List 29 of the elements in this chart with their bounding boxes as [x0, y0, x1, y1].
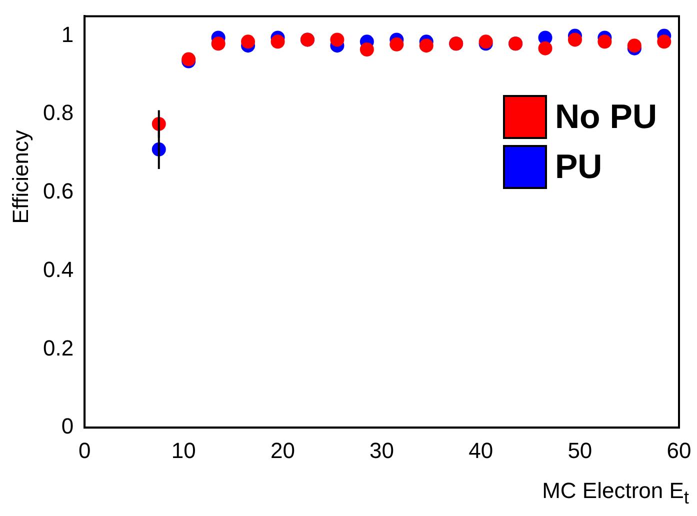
point	[568, 32, 582, 47]
x-tick-label: 30	[370, 438, 394, 463]
y-tick-label: 0.8	[42, 100, 74, 126]
y-tick-label: 0.6	[42, 178, 74, 204]
x-tick-label: 40	[468, 438, 494, 463]
y-axis-title: Efficiency	[8, 130, 34, 224]
x-tick-label: 60	[666, 438, 692, 463]
point	[627, 38, 642, 53]
point	[211, 36, 226, 51]
point	[657, 34, 672, 49]
y-tick-label: 1	[61, 22, 74, 47]
x-tick-label: 20	[270, 438, 295, 463]
legend-label: PU	[555, 148, 602, 186]
point	[390, 37, 404, 52]
point	[598, 34, 612, 49]
x-tick-label: 10	[171, 438, 196, 463]
point	[538, 41, 552, 56]
x-axis-title: MC Electron E$_{t}$	[542, 478, 689, 508]
x-tick-label: 50	[568, 438, 592, 463]
legend-label: No PU	[555, 98, 657, 136]
point	[330, 32, 344, 47]
point	[270, 34, 285, 49]
y-tick-label: 0	[61, 414, 74, 439]
y-tick-label: 0.2	[42, 335, 74, 360]
point	[241, 34, 256, 49]
x-tick-label: 0	[78, 438, 91, 463]
point	[360, 42, 374, 57]
point	[419, 38, 434, 53]
y-tick-label: 0.4	[42, 256, 74, 282]
